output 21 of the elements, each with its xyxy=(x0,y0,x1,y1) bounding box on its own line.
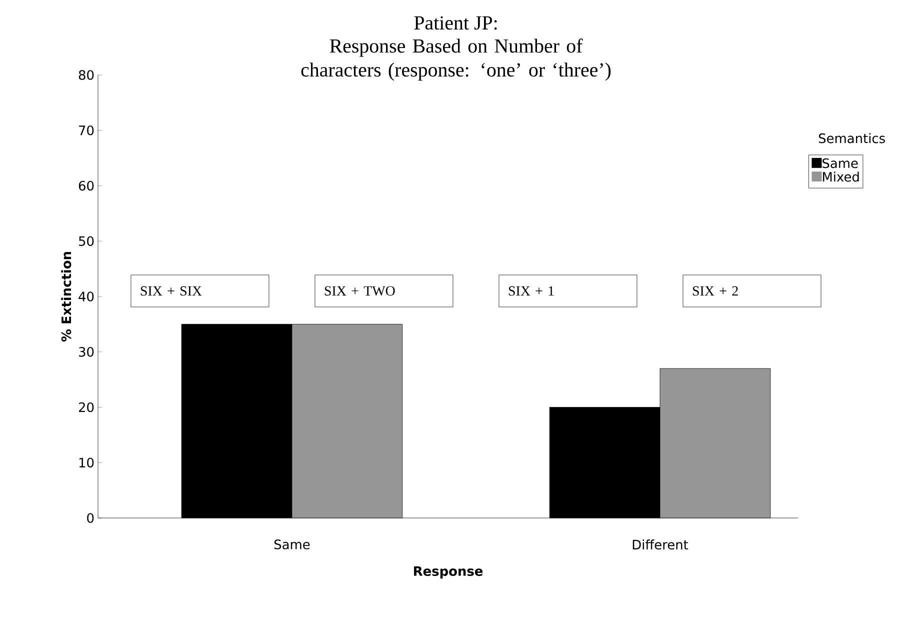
annotation: SIX + 1 xyxy=(508,286,554,296)
x-axis-title: Response xyxy=(414,566,483,578)
y-tick-label: 40 xyxy=(78,292,94,302)
legend-label: Same xyxy=(822,158,858,168)
legend-title: Semantics xyxy=(818,133,885,144)
annotation: SIX + TWO xyxy=(324,286,395,296)
chart-title: Patient JP: xyxy=(414,16,497,30)
y-tick-label: 10 xyxy=(79,458,94,468)
y-axis-title: % Extinction xyxy=(61,252,72,342)
y-tick-label: 0 xyxy=(87,513,94,523)
x-tick-label: Different xyxy=(632,540,688,550)
legend-label: Mixed xyxy=(822,172,859,182)
annotation: SIX + 2 xyxy=(692,286,738,296)
y-tick-label: 60 xyxy=(78,180,94,191)
y-tick-label: 30 xyxy=(78,346,94,357)
y-tick-label: 50 xyxy=(79,236,94,246)
annotation: SIX + SIX xyxy=(140,286,202,296)
y-tick-label: 80 xyxy=(78,70,94,80)
y-tick-label: 20 xyxy=(78,402,94,412)
chart-subtitle: Response Based on Number of characters (response: ‘one’ or ‘three’) xyxy=(301,38,611,81)
y-tick-label: 70 xyxy=(79,125,94,136)
